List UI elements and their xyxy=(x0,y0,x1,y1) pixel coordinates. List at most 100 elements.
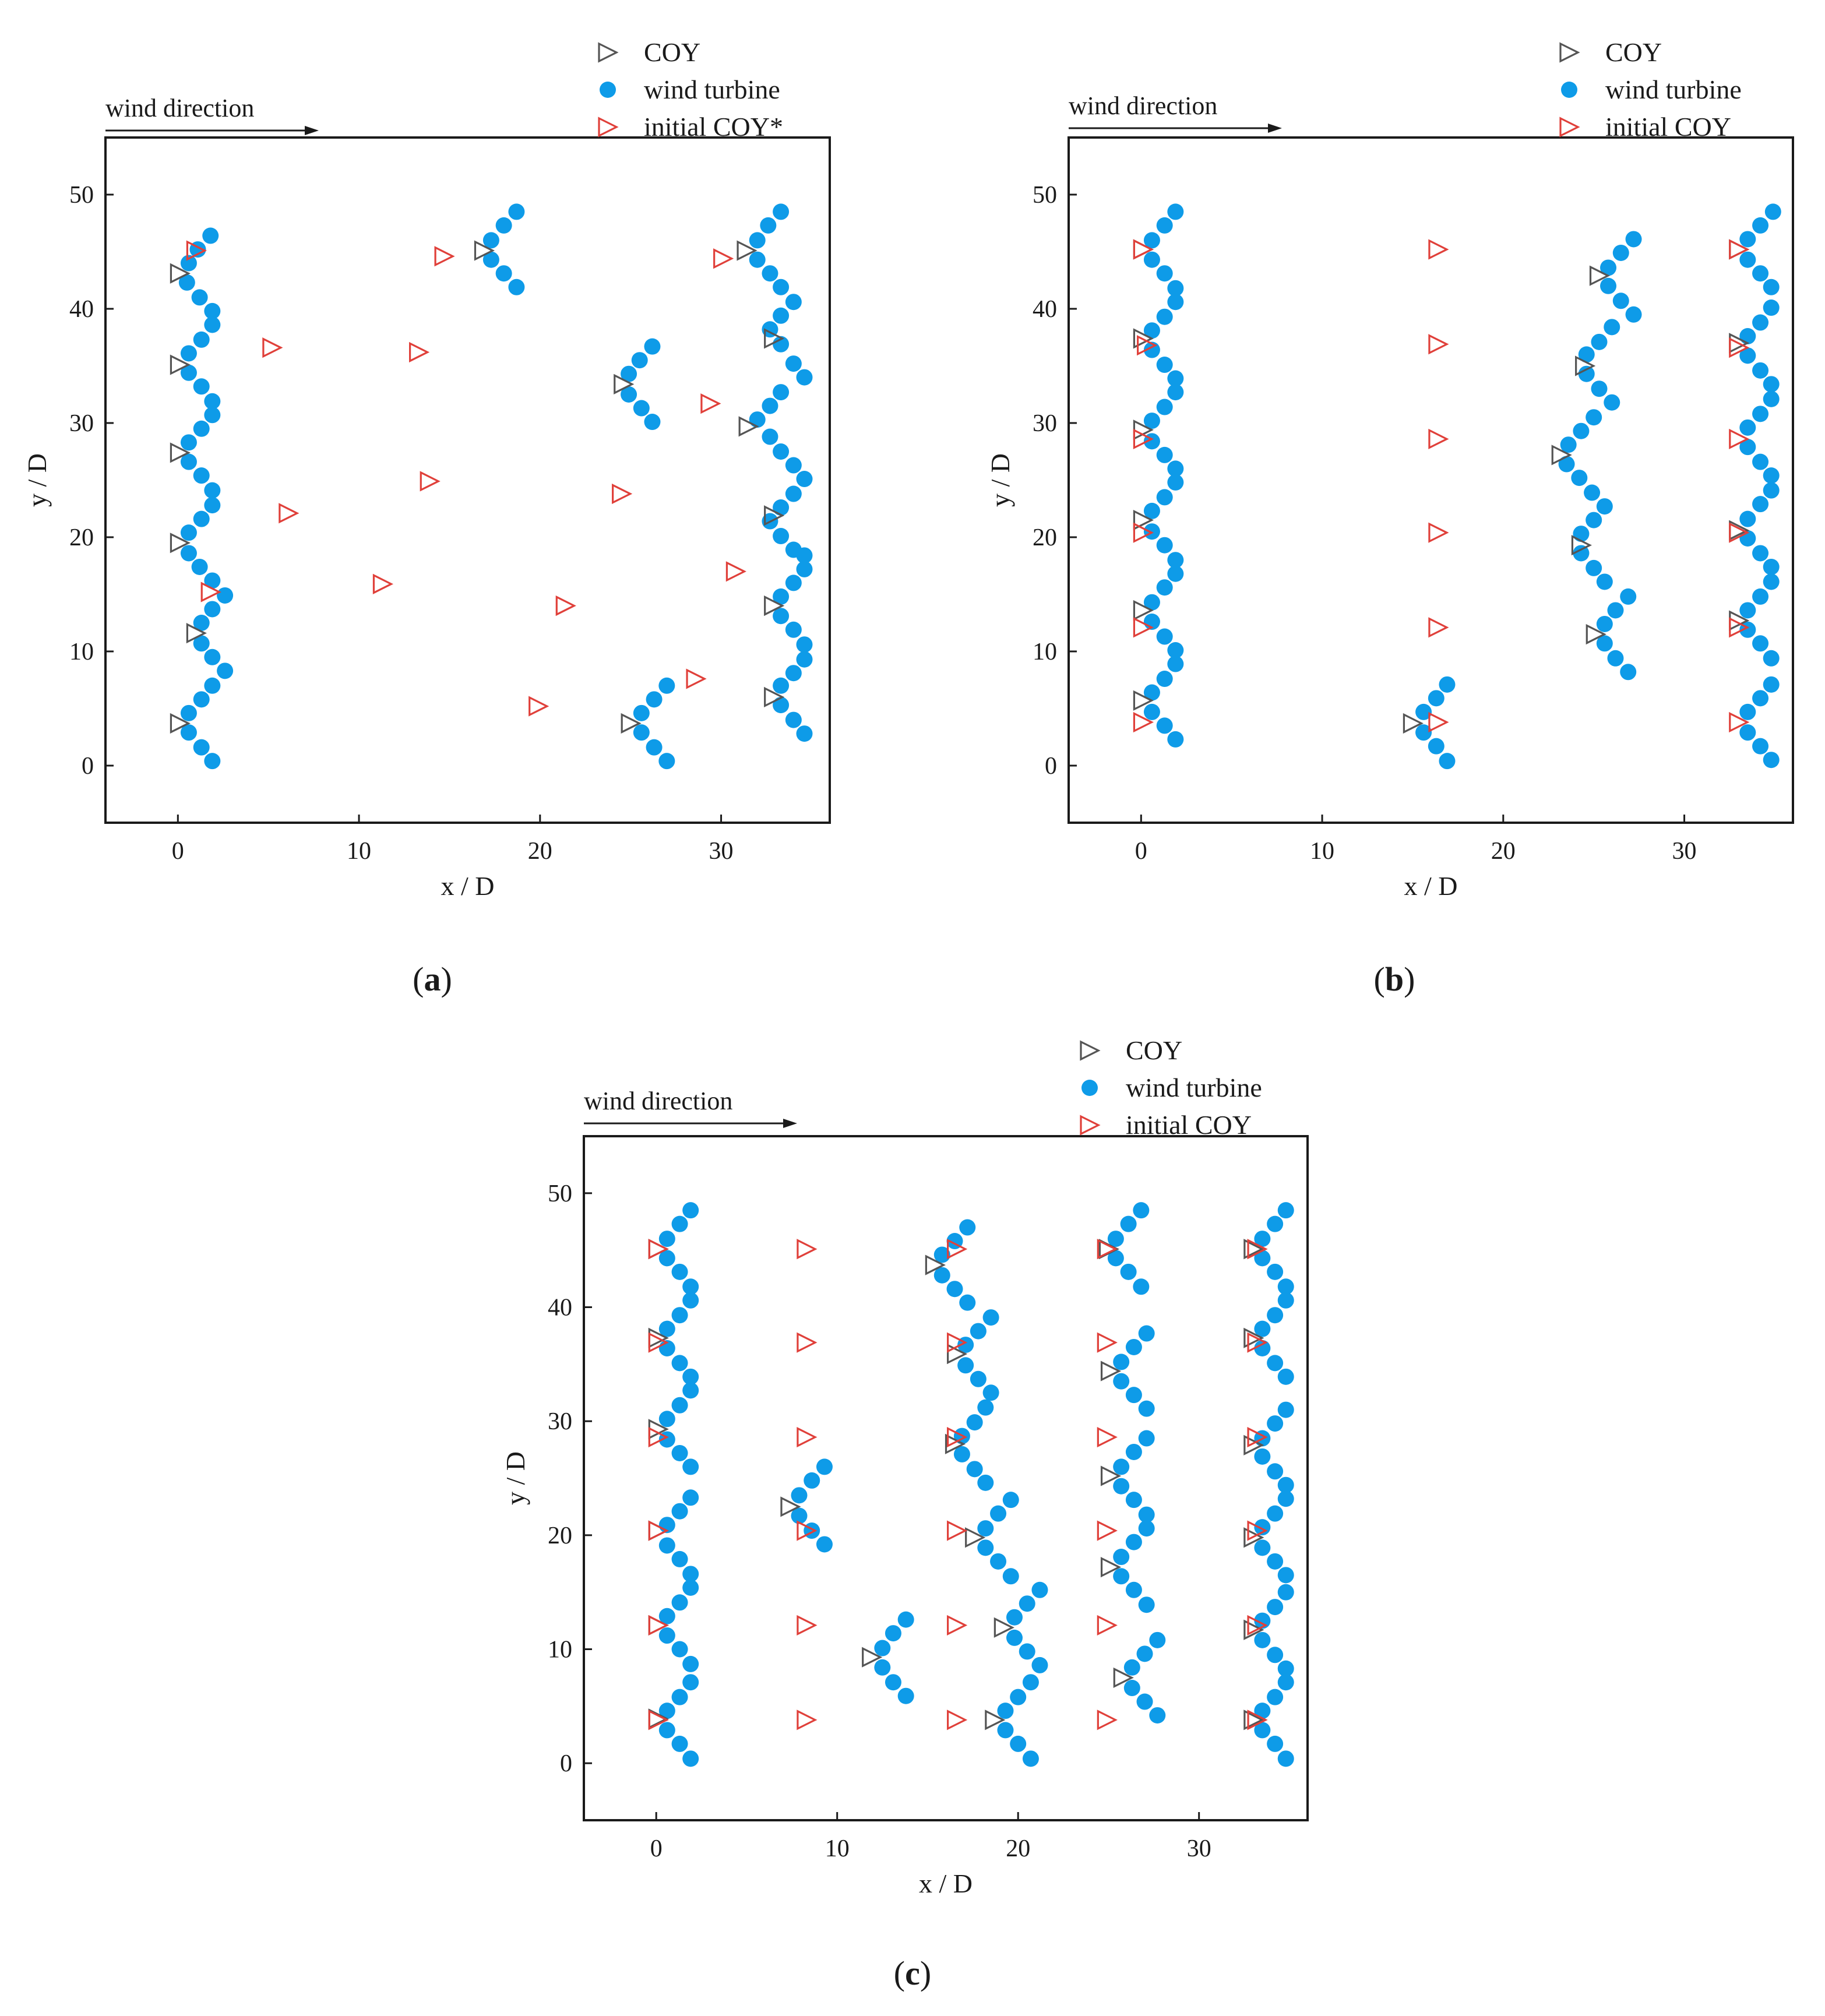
turbine-point xyxy=(1573,526,1590,542)
turbine-point xyxy=(796,547,813,564)
turbine-point xyxy=(1113,1549,1130,1566)
initial-coy-point xyxy=(1247,1520,1268,1541)
turbine-point xyxy=(1143,594,1160,611)
turbine-point xyxy=(1167,280,1184,297)
coy-point xyxy=(1586,624,1606,645)
y-axis-label: y / D xyxy=(501,1451,530,1505)
turbine-point xyxy=(1739,703,1756,720)
coy-point xyxy=(1243,1619,1264,1640)
turbine-point xyxy=(204,601,221,618)
turbine-point xyxy=(1120,1263,1137,1280)
turbine-point xyxy=(946,1281,963,1298)
turbine-point xyxy=(658,1703,675,1719)
series-2 xyxy=(648,1239,1268,1730)
turbine-point xyxy=(997,1722,1014,1739)
turbine-point xyxy=(1138,1520,1155,1537)
coy-point xyxy=(1243,1239,1264,1260)
legend: COY wind turbine initial COY* xyxy=(598,37,783,142)
turbine-point xyxy=(193,615,210,631)
turbine-point xyxy=(1267,1505,1284,1522)
coy-point xyxy=(1100,1557,1122,1578)
turbine-point xyxy=(1167,552,1184,569)
turbine-point xyxy=(1439,676,1456,693)
turbine-point xyxy=(1560,436,1577,453)
turbine-point xyxy=(1428,738,1445,755)
coy-point xyxy=(862,1647,883,1668)
legend-entry-label: COY xyxy=(1605,37,1662,67)
turbine-point xyxy=(977,1520,994,1537)
turbine-point xyxy=(1156,537,1173,554)
initial-coy-point xyxy=(797,1710,818,1730)
turbine-point xyxy=(1019,1643,1035,1660)
turbine-point xyxy=(1254,1631,1271,1648)
turbine-point xyxy=(1138,1596,1155,1613)
turbine-point xyxy=(1277,1278,1294,1295)
turbine-point xyxy=(682,1674,699,1691)
initial-coy-point xyxy=(648,1615,669,1636)
turbine-point xyxy=(495,217,512,234)
turbine-point xyxy=(671,1550,688,1567)
panel-label: (b) xyxy=(1374,960,1415,998)
turbine-point xyxy=(1763,558,1780,575)
y-tick-label: 40 xyxy=(1033,296,1057,323)
coy-point xyxy=(993,1617,1014,1638)
y-tick-label: 30 xyxy=(1033,410,1057,437)
coy-point xyxy=(737,240,758,261)
turbine-point xyxy=(1763,752,1780,769)
initial-coy-point xyxy=(1247,1426,1268,1448)
turbine-point xyxy=(1739,251,1756,268)
initial-coy-point xyxy=(1133,617,1154,638)
legend: COY wind turbine initial COY xyxy=(1559,37,1742,142)
turbine-point xyxy=(796,369,813,386)
turbine-point xyxy=(1125,1534,1142,1550)
turbine-point xyxy=(180,724,197,741)
turbine-point xyxy=(1584,484,1601,501)
turbine-point xyxy=(1596,498,1613,515)
legend-entry-label: initial COY xyxy=(1605,112,1731,142)
turbine-point xyxy=(1625,231,1642,248)
initial-coy-point xyxy=(648,1239,669,1260)
turbine-point xyxy=(1591,380,1608,397)
turbine-point xyxy=(1167,384,1184,401)
turbine-point xyxy=(1596,635,1613,652)
y-tick-label: 20 xyxy=(69,524,94,551)
initial-coy-point xyxy=(1133,239,1154,260)
initial-coy-point xyxy=(1428,428,1449,450)
initial-coy-point xyxy=(1097,1332,1118,1353)
x-tick-label: 20 xyxy=(1491,838,1516,865)
turbine-point xyxy=(631,352,648,369)
coy-point xyxy=(985,1710,1006,1730)
turbine-point xyxy=(1620,588,1637,605)
turbine-point xyxy=(204,316,221,333)
turbine-point xyxy=(1415,703,1432,720)
turbine-point xyxy=(1573,545,1590,562)
x-tick-label: 20 xyxy=(1006,1835,1030,1862)
legend-entry-label: COY xyxy=(644,37,700,67)
turbine-point xyxy=(1167,655,1184,672)
turbine-point xyxy=(1113,1478,1130,1495)
turbine-point xyxy=(773,279,790,295)
turbine-point xyxy=(646,739,663,756)
turbine-point xyxy=(773,588,790,605)
turbine-point xyxy=(785,575,802,591)
turbine-point xyxy=(1612,292,1629,309)
turbine-point xyxy=(1277,1490,1294,1507)
turbine-point xyxy=(796,651,813,668)
turbine-point xyxy=(202,227,219,244)
y-tick-label: 0 xyxy=(1045,753,1057,780)
coy-point xyxy=(186,623,207,644)
turbine-point xyxy=(933,1267,950,1284)
turbine-point xyxy=(885,1674,901,1691)
turbine-point xyxy=(1763,573,1780,590)
turbine-point xyxy=(1277,1292,1294,1309)
initial-coy-point xyxy=(1097,1520,1118,1541)
legend-coy-marker xyxy=(1559,42,1580,63)
turbine-point xyxy=(1600,259,1617,276)
turbine-point xyxy=(816,1536,833,1553)
turbine-point xyxy=(646,691,663,708)
series-0 xyxy=(178,203,813,770)
coy-point xyxy=(1575,355,1596,376)
initial-coy-point xyxy=(947,1615,968,1636)
initial-coy-point xyxy=(1729,337,1750,358)
